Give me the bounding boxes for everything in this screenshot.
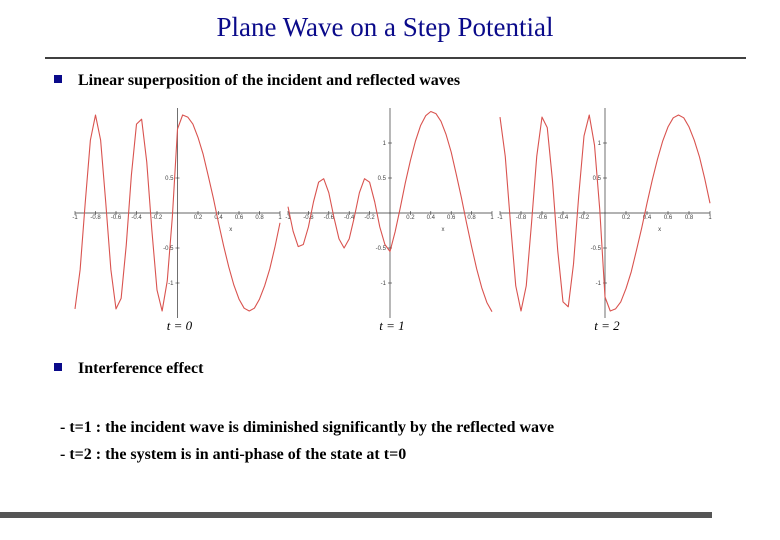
footer-bar bbox=[0, 512, 712, 518]
x-tick-label: 0.2 bbox=[194, 215, 203, 221]
note-text: - t=2 : the system is in anti-phase of t… bbox=[60, 446, 406, 463]
x-tick-label: -0.4 bbox=[344, 215, 355, 221]
y-tick-label: -0.5 bbox=[376, 246, 387, 252]
x-tick-label: 1 bbox=[708, 215, 712, 221]
x-tick-label: 0.6 bbox=[447, 215, 456, 221]
x-axis-label: x bbox=[229, 227, 232, 233]
x-tick-label: -0.6 bbox=[111, 215, 122, 221]
chart-caption: t = 0 bbox=[167, 318, 193, 333]
slide-title: Plane Wave on a Step Potential bbox=[216, 12, 553, 42]
bullet-text: Interference effect bbox=[78, 360, 204, 377]
y-tick-label: -0.5 bbox=[163, 246, 174, 252]
y-tick-label: 0.5 bbox=[165, 176, 174, 182]
chart-caption: t = 1 bbox=[379, 318, 404, 333]
y-tick-label: -0.5 bbox=[591, 246, 602, 252]
x-tick-label: 0.8 bbox=[467, 215, 476, 221]
x-tick-label: 0.6 bbox=[664, 215, 673, 221]
x-tick-label: -0.8 bbox=[90, 215, 101, 221]
y-tick-label: 1 bbox=[383, 141, 387, 147]
x-tick-label: -1 bbox=[72, 215, 78, 221]
wave-curve bbox=[74, 114, 281, 312]
x-tick-label: -0.4 bbox=[558, 215, 569, 221]
x-tick-label: 0.2 bbox=[406, 215, 415, 221]
y-tick-label: -1 bbox=[596, 281, 602, 287]
bullet-icon bbox=[54, 363, 62, 371]
x-tick-label: -0.8 bbox=[303, 215, 314, 221]
y-tick-label: 1 bbox=[598, 141, 602, 147]
x-tick-label: 0.8 bbox=[255, 215, 264, 221]
y-tick-label: -1 bbox=[168, 281, 174, 287]
note-text: - t=1 : the incident wave is diminished … bbox=[60, 419, 554, 436]
x-tick-label: -0.2 bbox=[579, 215, 590, 221]
y-tick-label: -1 bbox=[381, 281, 387, 287]
x-tick-label: 0.8 bbox=[685, 215, 694, 221]
x-tick-label: 0.2 bbox=[622, 215, 631, 221]
x-axis-label: x bbox=[442, 227, 445, 233]
x-tick-label: 1 bbox=[278, 215, 282, 221]
y-tick-label: 0.5 bbox=[378, 176, 387, 182]
x-tick-label: -0.6 bbox=[537, 215, 548, 221]
wave-curve bbox=[499, 114, 711, 312]
wave-curve bbox=[287, 110, 493, 312]
x-tick-label: -0.4 bbox=[131, 215, 142, 221]
x-tick-label: 0.6 bbox=[235, 215, 244, 221]
x-tick-label: -1 bbox=[285, 215, 291, 221]
x-tick-label: 0.4 bbox=[427, 215, 436, 221]
x-tick-label: -0.2 bbox=[364, 215, 375, 221]
x-tick-label: -0.6 bbox=[324, 215, 335, 221]
bullet-text: Linear superposition of the incident and… bbox=[78, 72, 460, 89]
x-axis-label: x bbox=[658, 227, 661, 233]
bullet-icon bbox=[54, 75, 62, 83]
x-tick-label: -1 bbox=[497, 215, 503, 221]
x-tick-label: 1 bbox=[490, 215, 494, 221]
x-tick-label: -0.8 bbox=[516, 215, 527, 221]
x-tick-label: -0.2 bbox=[152, 215, 163, 221]
x-tick-label: 0.4 bbox=[643, 215, 652, 221]
chart-caption: t = 2 bbox=[594, 318, 620, 333]
x-tick-label: 0.4 bbox=[214, 215, 223, 221]
